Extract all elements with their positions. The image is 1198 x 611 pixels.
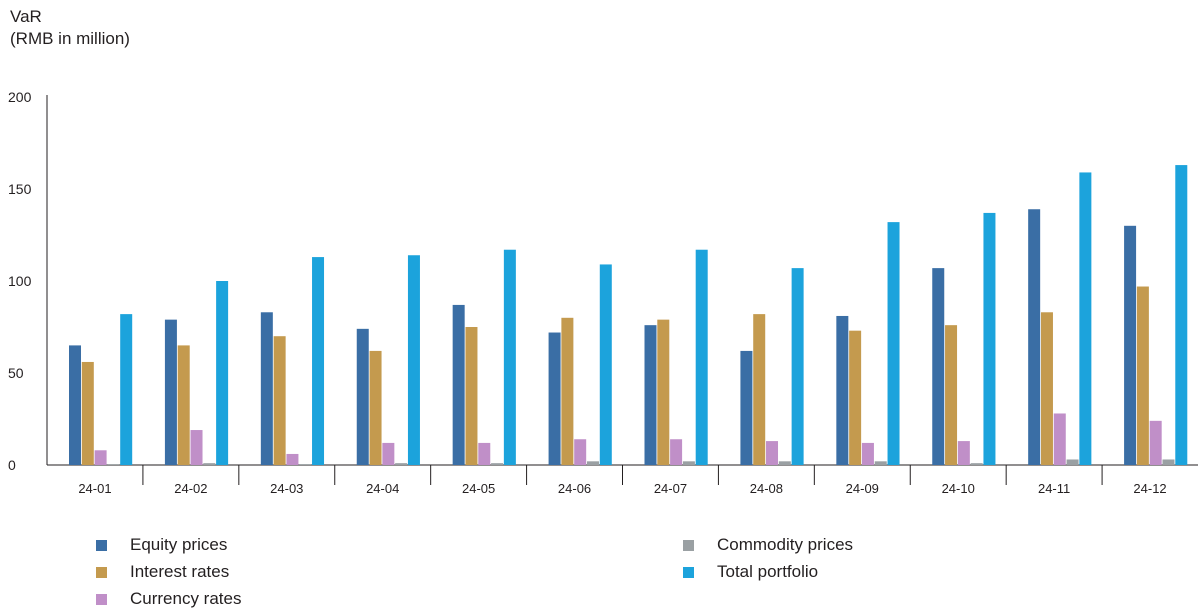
legend-label-equity: Equity prices [130,535,228,554]
bar-interest-rates [561,317,574,465]
bar-currency-rates [1149,420,1162,465]
legend-item-interest-rates: Interest rates [96,562,229,582]
bar-commodity-prices [970,463,983,465]
bar-currency-rates [382,442,395,465]
bar-total-portfolio [695,249,708,465]
bar-equity-prices [932,268,945,465]
bar-commodity-prices [586,461,599,465]
legend-label-currency: Currency rates [130,589,242,608]
bar-equity-prices [836,315,849,465]
bar-equity-prices [644,325,657,465]
bar-equity-prices [548,332,561,465]
x-tick-label: 24-07 [654,481,687,496]
legend-label-commodity: Commodity prices [717,535,854,554]
bar-interest-rates [1040,312,1053,465]
bar-currency-rates [286,453,299,465]
bar-equity-prices [260,312,273,465]
bar-commodity-prices [682,461,695,465]
bar-currency-rates [94,450,107,465]
bar-interest-rates [945,325,958,465]
bar-interest-rates [657,319,670,465]
x-tick-label: 24-04 [366,481,399,496]
x-tick-label: 24-01 [78,481,111,496]
bar-commodity-prices [778,461,791,465]
legend-swatch-equity [96,539,107,551]
legend-swatch-currency [96,593,107,605]
bar-interest-rates [1136,286,1149,465]
bar-equity-prices [1028,209,1041,465]
bar-interest-rates [273,336,286,465]
bar-total-portfolio [1175,165,1188,465]
legend-swatch-commodity [683,539,694,551]
bar-currency-rates [957,441,970,465]
bar-currency-rates [670,439,683,465]
legend-item-total-portfolio: Total portfolio [683,562,818,582]
x-tick-label: 24-05 [462,481,495,496]
x-tick-label: 24-03 [270,481,303,496]
x-tick-label: 24-02 [174,481,207,496]
bar-total-portfolio [503,249,516,465]
y-tick-label: 200 [8,89,32,105]
bar-total-portfolio [216,281,229,465]
bar-total-portfolio [983,212,996,465]
bar-equity-prices [356,328,369,465]
bar-commodity-prices [395,463,408,465]
bar-currency-rates [1053,413,1066,465]
bar-total-portfolio [1079,172,1092,465]
bar-commodity-prices [1162,459,1175,465]
x-tick-label: 24-09 [846,481,879,496]
legend-swatch-total [683,566,694,578]
bar-currency-rates [574,439,587,465]
bar-equity-prices [452,304,465,465]
bar-currency-rates [478,442,491,465]
bar-interest-rates [849,330,862,465]
bar-commodity-prices [874,461,887,465]
bar-total-portfolio [887,222,900,465]
bar-commodity-prices [203,463,216,465]
bar-total-portfolio [599,264,612,465]
bar-equity-prices [69,345,81,465]
y-tick-label: 150 [8,181,32,197]
bar-currency-rates [766,441,779,465]
bar-interest-rates [177,345,190,465]
bar-commodity-prices [1066,459,1079,465]
y-axis-title-line2: (RMB in million) [10,29,130,48]
bar-equity-prices [164,319,177,465]
bar-currency-rates [190,430,203,465]
bar-total-portfolio [791,268,804,465]
bar-commodity-prices [299,464,312,465]
legend-label-total: Total portfolio [717,562,819,581]
x-tick-label: 24-10 [942,481,975,496]
y-axis-title: VaR (RMB in million) [10,6,130,50]
bar-interest-rates [81,361,94,465]
bar-interest-rates [369,350,382,465]
legend-label-interest: Interest rates [130,562,230,581]
y-tick-label: 0 [8,457,16,473]
x-tick-label: 24-11 [1038,481,1070,496]
y-axis-title-line1: VaR [10,7,42,26]
legend-item-equity-prices: Equity prices [96,535,227,555]
bar-commodity-prices [491,463,504,465]
bar-total-portfolio [407,255,420,465]
y-tick-label: 50 [8,365,24,381]
bar-total-portfolio [120,314,133,465]
legend-item-commodity-prices: Commodity prices [683,535,853,555]
bar-interest-rates [465,327,478,465]
bar-total-portfolio [312,257,325,465]
bar-equity-prices [740,350,753,465]
x-tick-label: 24-08 [750,481,783,496]
bar-chart: 0 50 100 150 200 24-01 24-02 24-03 24-04 24-05 24-… [8,89,1198,496]
bar-currency-rates [861,442,874,465]
x-tick-label: 24-06 [558,481,591,496]
legend-item-currency-rates: Currency rates [96,589,241,609]
legend-swatch-interest [96,566,107,578]
y-tick-label: 100 [8,273,32,289]
bar-equity-prices [1124,225,1137,465]
x-tick-label: 24-12 [1133,481,1166,496]
bar-interest-rates [753,314,766,465]
bar-commodity-prices [107,464,120,465]
